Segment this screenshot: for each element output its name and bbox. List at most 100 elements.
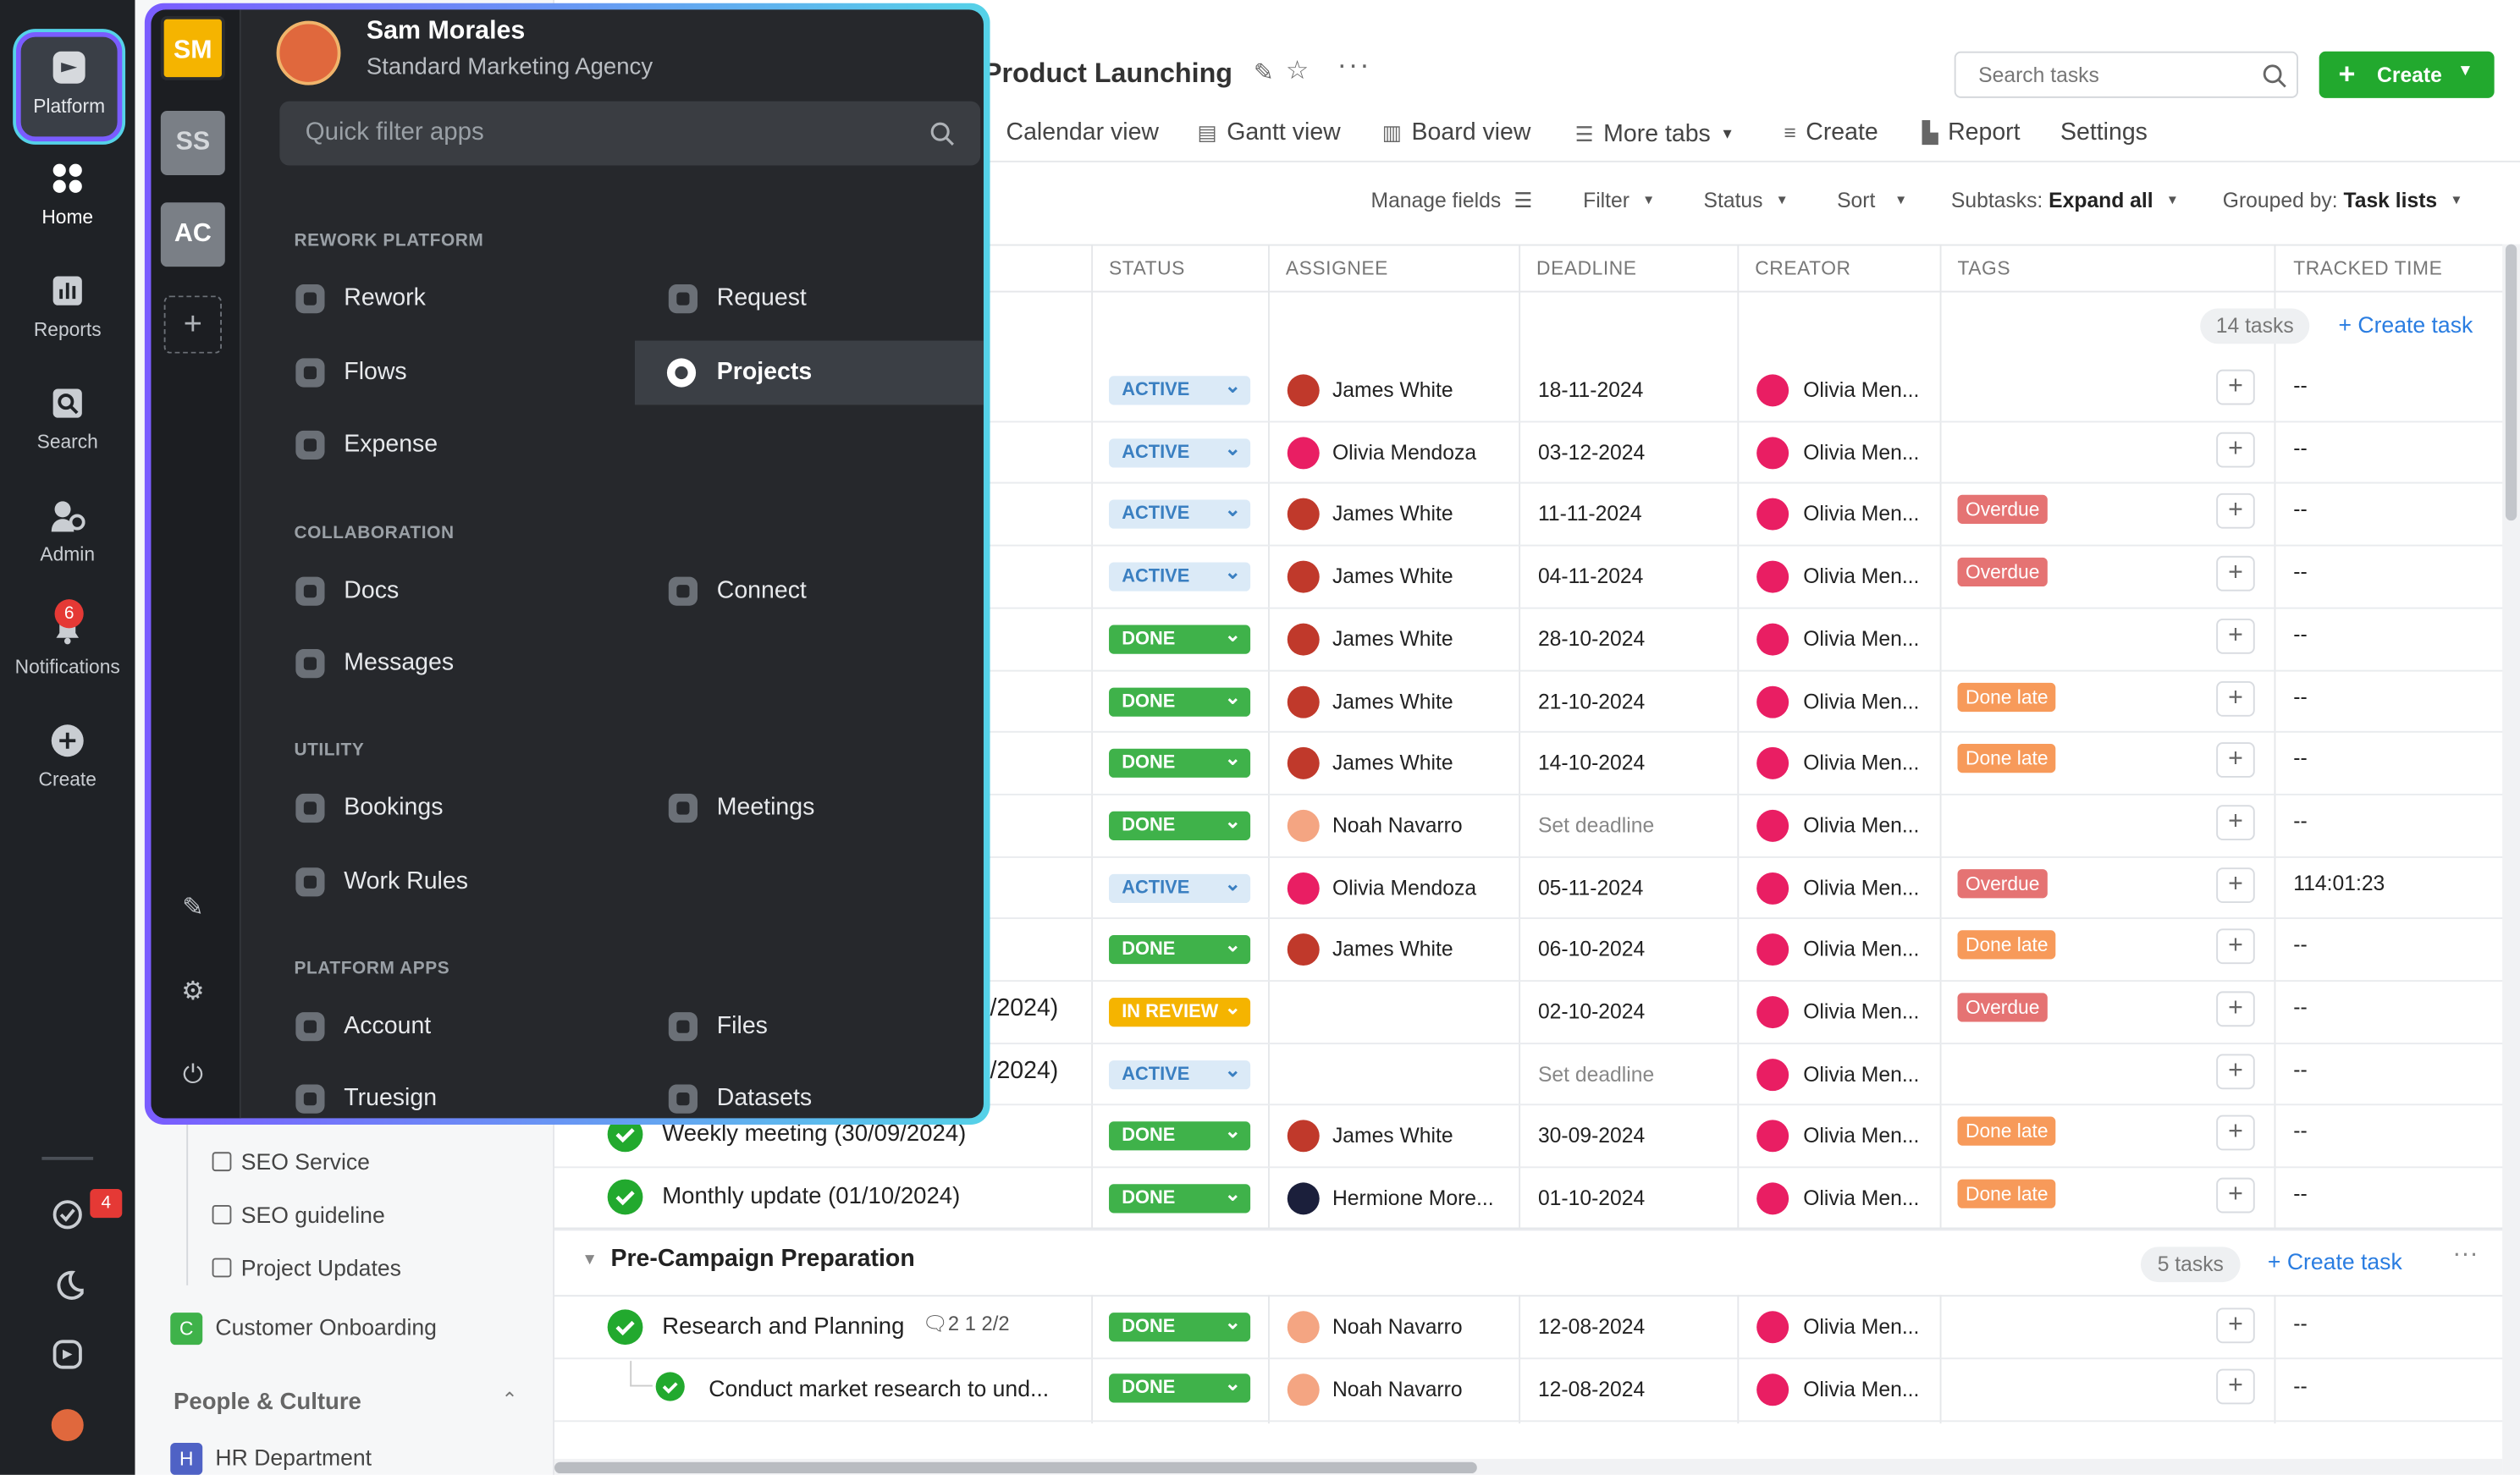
app-datasets[interactable]: Datasets bbox=[649, 1067, 984, 1119]
workspace-ss[interactable]: SS bbox=[160, 111, 225, 175]
status-badge[interactable]: DONE bbox=[1109, 806, 1251, 840]
add-workspace-button[interactable]: + bbox=[163, 295, 223, 354]
rail-item-create[interactable]: Create bbox=[0, 723, 135, 826]
assignee-name[interactable]: Olivia Mendoza bbox=[1332, 439, 1477, 465]
deadline[interactable]: 11-11-2024 bbox=[1537, 502, 1642, 526]
deadline[interactable]: Set deadline bbox=[1537, 812, 1655, 837]
task-title[interactable]: Conduct market research to und... bbox=[709, 1375, 1050, 1401]
sidebar-item-seo-guideline[interactable]: SEO guideline bbox=[212, 1194, 385, 1236]
add-tag-button[interactable]: + bbox=[2216, 1053, 2255, 1089]
sidebar-item-hr-department[interactable]: H HR Department bbox=[170, 1436, 372, 1475]
column-header-tags[interactable]: TAGS bbox=[1957, 256, 2011, 280]
rail-item-reports[interactable]: Reports bbox=[0, 273, 135, 377]
edit-icon[interactable]: ✎ bbox=[182, 894, 204, 922]
deadline[interactable]: 14-10-2024 bbox=[1537, 751, 1646, 775]
search-tasks-input[interactable]: Search tasks bbox=[1954, 51, 2298, 98]
deadline[interactable]: 28-10-2024 bbox=[1537, 626, 1646, 651]
tag-badge[interactable]: Done late bbox=[1957, 930, 2057, 960]
deadline[interactable]: 01-10-2024 bbox=[1537, 1186, 1646, 1210]
add-tag-button[interactable]: + bbox=[2216, 991, 2255, 1027]
task-complete-check[interactable] bbox=[607, 1179, 643, 1215]
column-header-tracked-time[interactable]: TRACKED TIME bbox=[2293, 256, 2443, 280]
tab-board-view[interactable]: ▥ Board view bbox=[1382, 116, 1531, 151]
app-files[interactable]: Files bbox=[649, 994, 984, 1059]
rail-item-admin[interactable]: Admin bbox=[0, 498, 135, 602]
assignee-name[interactable]: James White bbox=[1332, 377, 1453, 402]
status-badge[interactable]: ACTIVE bbox=[1109, 372, 1251, 405]
tag-badge[interactable]: Done late bbox=[1957, 681, 2057, 712]
platform-button[interactable]: Platform bbox=[15, 31, 123, 142]
tab-more-tabs[interactable]: ☰ More tabs ▼ bbox=[1575, 116, 1734, 151]
tab-gantt-view[interactable]: ▤ Gantt view bbox=[1197, 116, 1340, 151]
task-complete-check[interactable] bbox=[607, 1309, 643, 1346]
sidebar-section-people[interactable]: People & Culture bbox=[174, 1382, 361, 1423]
filter-button[interactable]: Filter ▼ bbox=[1583, 186, 1655, 215]
sidebar-item-project-updates[interactable]: Project Updates bbox=[212, 1247, 401, 1288]
app-meetings[interactable]: Meetings bbox=[649, 776, 984, 840]
assignee-name[interactable]: Noah Navarro bbox=[1332, 812, 1463, 837]
group-title[interactable]: Pre-Campaign Preparation bbox=[610, 1245, 915, 1273]
tab-settings[interactable]: Settings bbox=[2060, 116, 2148, 151]
add-tag-button[interactable]: + bbox=[2216, 1115, 2255, 1152]
assignee-name[interactable]: Noah Navarro bbox=[1332, 1314, 1463, 1339]
scrollbar-thumb[interactable] bbox=[554, 1461, 1477, 1474]
tab-create[interactable]: ≡ Create bbox=[1784, 116, 1878, 151]
rail-item-notifications[interactable]: Notifications 6 bbox=[0, 599, 135, 713]
assignee-name[interactable]: James White bbox=[1332, 502, 1453, 526]
app-docs[interactable]: Docs bbox=[277, 559, 631, 624]
rail-item-home[interactable]: Home bbox=[0, 161, 135, 264]
assignee-name[interactable]: James White bbox=[1332, 626, 1453, 651]
deadline[interactable]: Set deadline bbox=[1537, 1061, 1655, 1086]
workspace-ac[interactable]: AC bbox=[160, 202, 225, 267]
status-badge[interactable]: DONE bbox=[1109, 1369, 1251, 1403]
add-tag-button[interactable]: + bbox=[2216, 556, 2255, 592]
column-header-deadline[interactable]: DEADLINE bbox=[1536, 256, 1637, 280]
app-truesign[interactable]: Truesign bbox=[277, 1067, 631, 1119]
rail-item-search[interactable]: Search bbox=[0, 386, 135, 489]
create-button[interactable]: + Create ▼ bbox=[2319, 51, 2495, 98]
assignee-name[interactable]: James White bbox=[1332, 1123, 1453, 1148]
deadline[interactable]: 03-12-2024 bbox=[1537, 439, 1646, 465]
assignee-name[interactable]: James White bbox=[1332, 937, 1453, 961]
deadline[interactable]: 02-10-2024 bbox=[1537, 999, 1646, 1024]
app-messages[interactable]: Messages bbox=[277, 631, 631, 696]
add-tag-button[interactable]: + bbox=[2216, 680, 2255, 716]
tag-badge[interactable]: Done late bbox=[1957, 744, 2057, 773]
status-badge[interactable]: DONE bbox=[1109, 1307, 1251, 1342]
sidebar-item-seo-service[interactable]: SEO Service bbox=[212, 1141, 370, 1182]
add-tag-button[interactable]: + bbox=[2216, 493, 2255, 530]
quick-filter-input[interactable]: Quick filter apps bbox=[279, 101, 981, 166]
deadline[interactable]: 05-11-2024 bbox=[1537, 874, 1644, 900]
deadline[interactable]: 30-09-2024 bbox=[1537, 1123, 1646, 1148]
assignee-name[interactable]: Hermione More... bbox=[1332, 1186, 1494, 1210]
add-tag-button[interactable]: + bbox=[2216, 432, 2255, 467]
chevron-up-icon[interactable]: ⌃ bbox=[501, 1388, 518, 1411]
more-icon[interactable]: ··· bbox=[2452, 1240, 2479, 1268]
add-tag-button[interactable]: + bbox=[2216, 1368, 2255, 1405]
deadline[interactable]: 21-10-2024 bbox=[1537, 688, 1646, 713]
power-icon[interactable]: ⏻ bbox=[182, 1061, 203, 1090]
app-account[interactable]: Account bbox=[277, 994, 631, 1059]
status-badge[interactable]: DONE bbox=[1109, 1117, 1251, 1152]
gear-icon[interactable]: ⚙ bbox=[181, 978, 205, 1006]
manage-fields-button[interactable]: Manage fields ☰ bbox=[1371, 186, 1533, 215]
edit-icon[interactable]: ✎ bbox=[1253, 59, 1274, 87]
app-rework[interactable]: Rework bbox=[277, 267, 631, 331]
add-tag-button[interactable]: + bbox=[2216, 742, 2255, 779]
column-header-creator[interactable]: CREATOR bbox=[1755, 256, 1851, 280]
add-tag-button[interactable]: + bbox=[2216, 804, 2255, 840]
task-title[interactable]: Weekly meeting (30/09/2024) bbox=[662, 1121, 967, 1148]
add-tag-button[interactable]: + bbox=[2216, 867, 2255, 903]
add-tag-button[interactable]: + bbox=[2216, 1177, 2255, 1214]
deadline[interactable]: 06-10-2024 bbox=[1537, 937, 1646, 961]
add-tag-button[interactable]: + bbox=[2216, 618, 2255, 654]
column-header-status[interactable]: STATUS bbox=[1109, 256, 1185, 280]
sort-button[interactable]: Sort ▼ bbox=[1837, 186, 1907, 215]
tag-badge[interactable]: Done late bbox=[1957, 1179, 2057, 1208]
column-header-assignee[interactable]: ASSIGNEE bbox=[1285, 256, 1388, 280]
workspace-sm[interactable]: SM bbox=[160, 15, 225, 80]
status-badge[interactable]: DONE bbox=[1109, 744, 1251, 779]
add-tag-button[interactable]: + bbox=[2216, 928, 2255, 965]
tag-badge[interactable]: Overdue bbox=[1957, 993, 2048, 1022]
tag-badge[interactable]: Overdue bbox=[1957, 557, 2048, 587]
